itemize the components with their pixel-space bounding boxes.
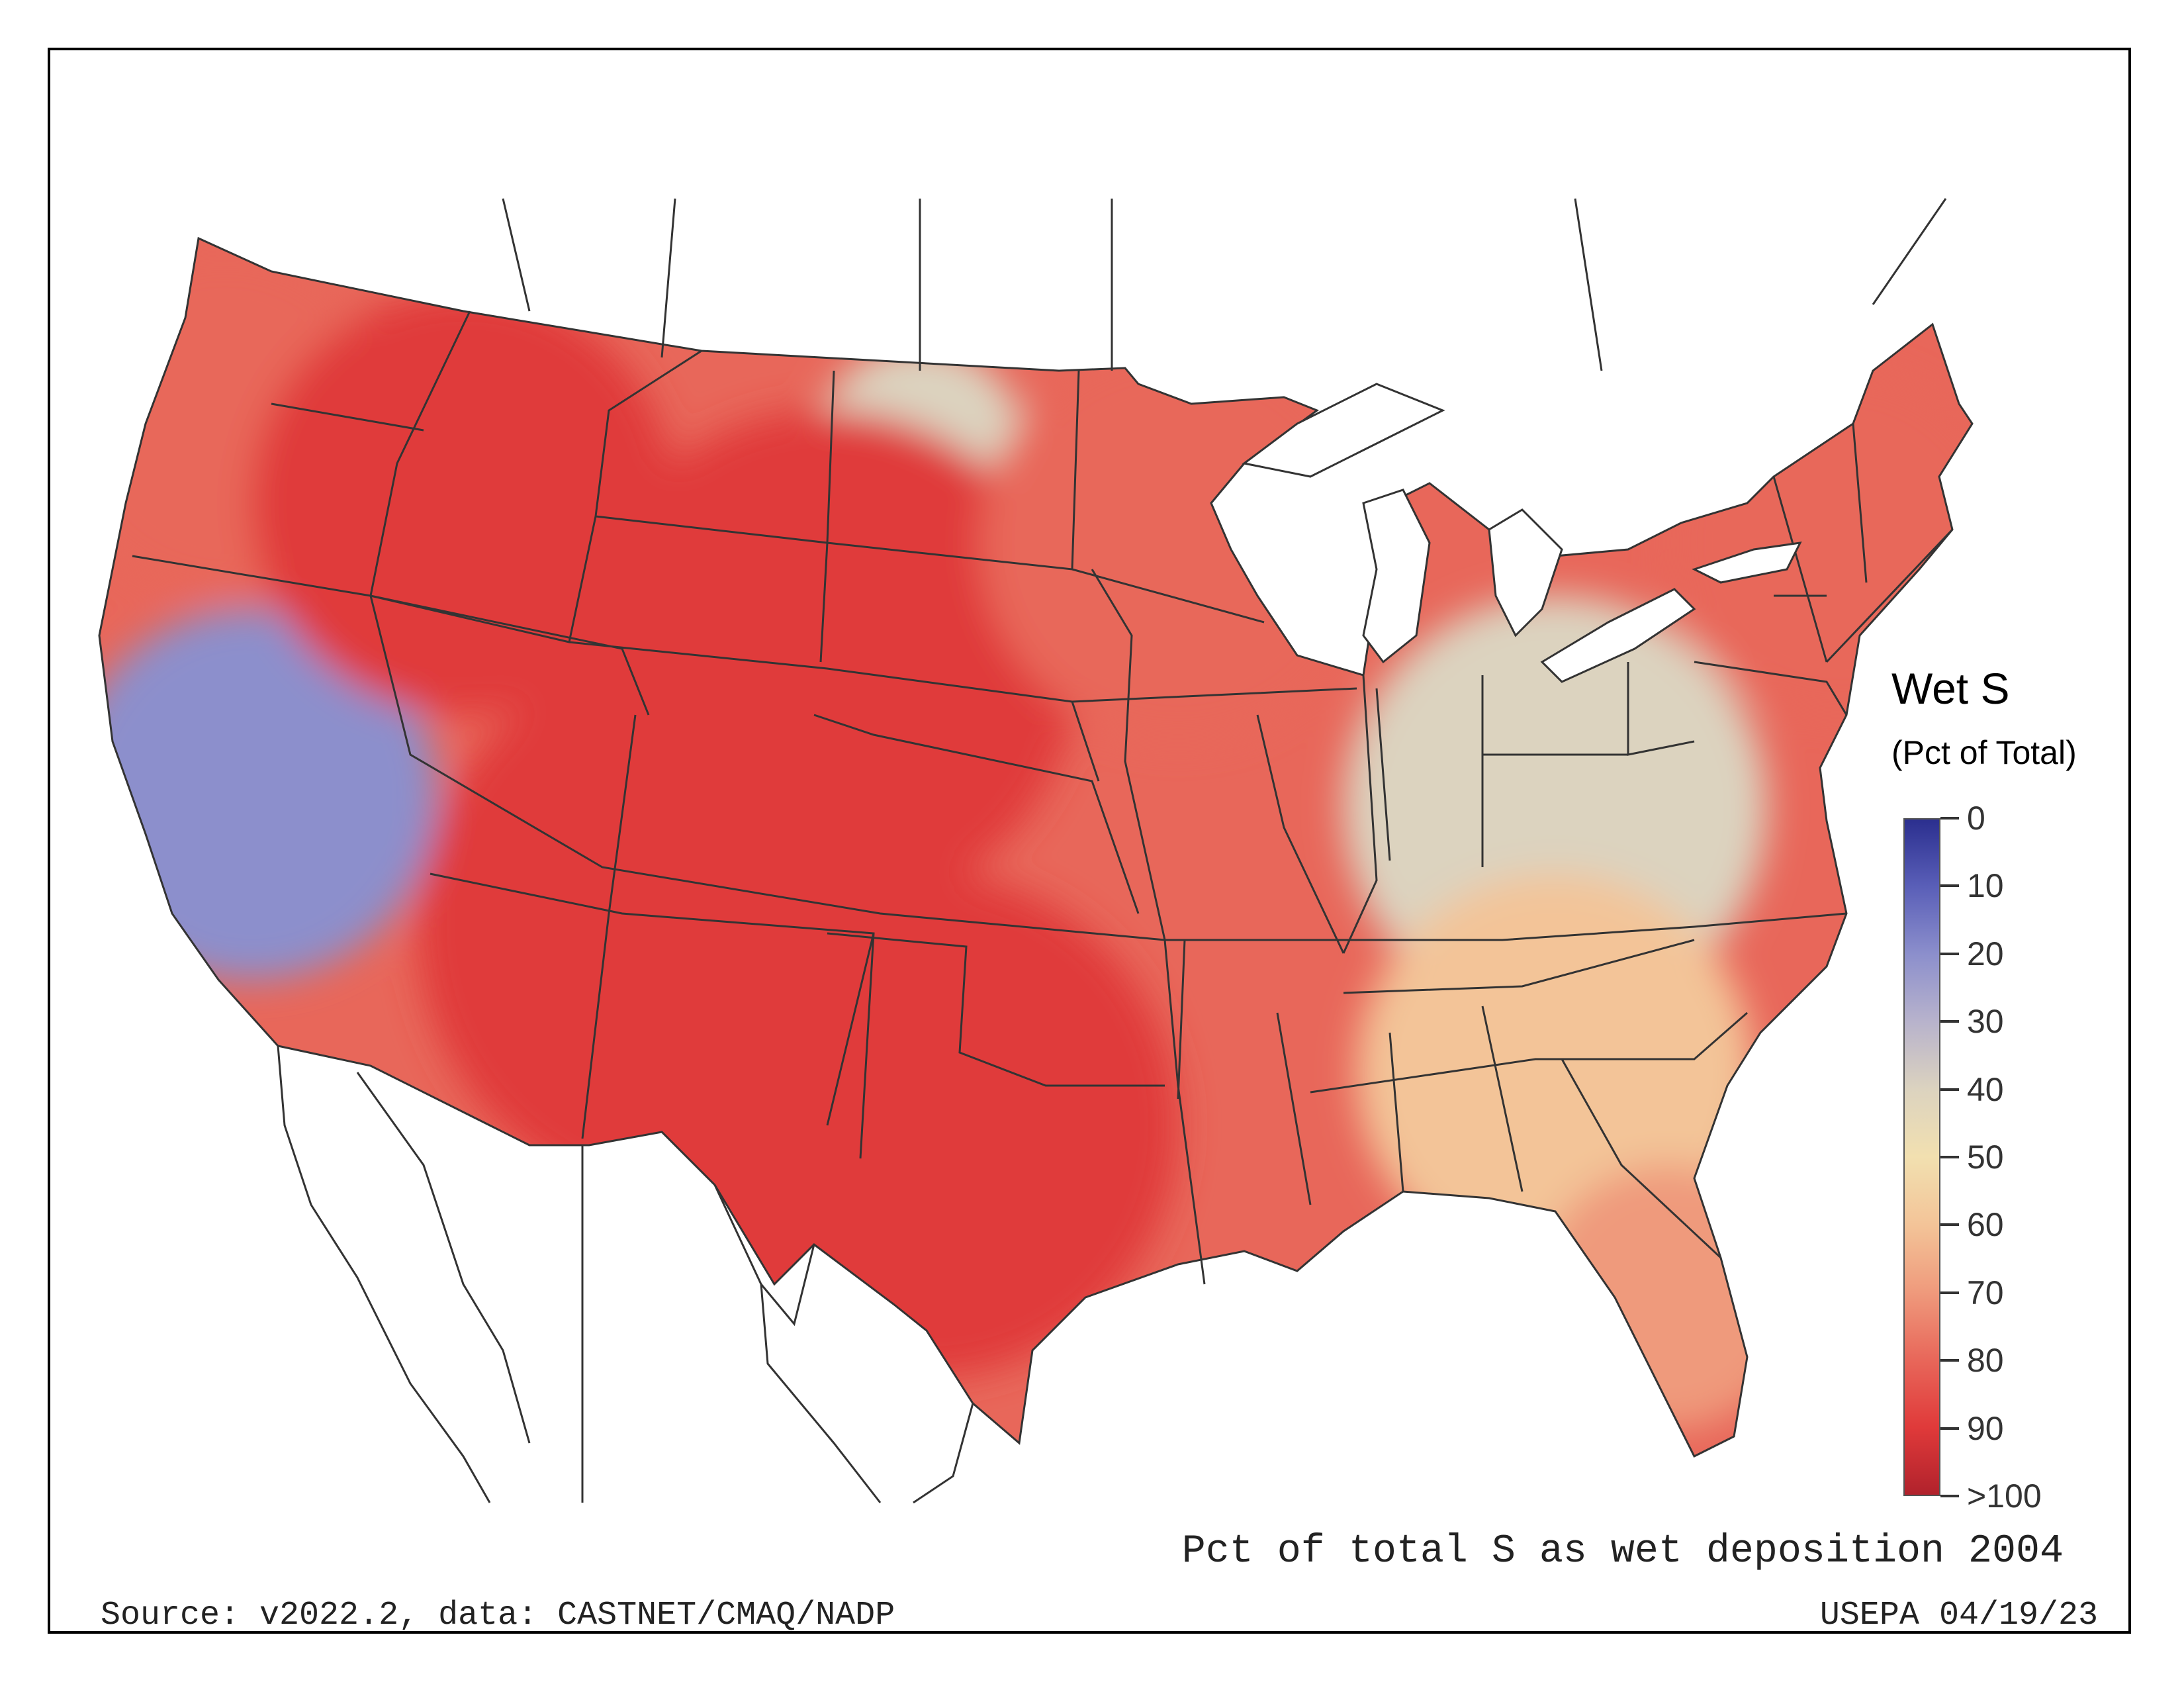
legend-tick-label: 10	[1967, 867, 2004, 905]
legend-tick	[1940, 1359, 1959, 1362]
legend-tick-label: 40	[1967, 1070, 2004, 1108]
map-frame	[48, 48, 2131, 1634]
legend-tick-label: 70	[1967, 1274, 2004, 1311]
legend-tick	[1940, 817, 1959, 820]
date-stamp: USEPA 04/19/23	[1819, 1597, 2098, 1634]
legend-tick	[1940, 1427, 1959, 1430]
legend-tick	[1940, 884, 1959, 888]
legend-tick	[1940, 1223, 1959, 1227]
mexico-outline	[277, 1045, 974, 1504]
region-upper-midwest	[979, 344, 1377, 741]
legend-tick-label: 80	[1967, 1342, 2004, 1380]
canada-border-lines	[502, 198, 1947, 371]
legend-tick-label: 60	[1967, 1206, 2004, 1244]
legend-tick-label: 0	[1967, 800, 1985, 837]
legend-colorbar	[1903, 818, 1940, 1496]
legend-tick-label: 20	[1967, 935, 2004, 972]
legend-tick	[1940, 1020, 1959, 1023]
state-boundaries	[132, 310, 1954, 1285]
legend-tick-label: 30	[1967, 1003, 2004, 1041]
legend-tick-label: >100	[1967, 1477, 2042, 1515]
region-idaho-montana	[251, 291, 675, 715]
legend-tick-label: 50	[1967, 1139, 2004, 1176]
map-caption: Pct of total S as wet deposition 2004	[1181, 1529, 2064, 1574]
legend-tick	[1940, 1156, 1959, 1158]
great-lakes	[1242, 383, 1802, 683]
source-note: Source: v2022.2, data: CASTNET/CMAQ/NADP	[101, 1597, 895, 1634]
legend-tick	[1940, 952, 1959, 955]
legend-tick-label: 90	[1967, 1409, 2004, 1447]
legend-tick	[1940, 1291, 1959, 1294]
legend-tick	[1940, 1495, 1959, 1497]
region-florida	[1535, 1165, 1800, 1430]
legend-tick	[1940, 1088, 1959, 1091]
region-texas-oklahoma	[675, 874, 1178, 1377]
us-outline	[98, 236, 1974, 1458]
legend-title: Wet S	[1891, 664, 2010, 713]
legend-subtitle: (Pct of Total)	[1891, 734, 2077, 771]
